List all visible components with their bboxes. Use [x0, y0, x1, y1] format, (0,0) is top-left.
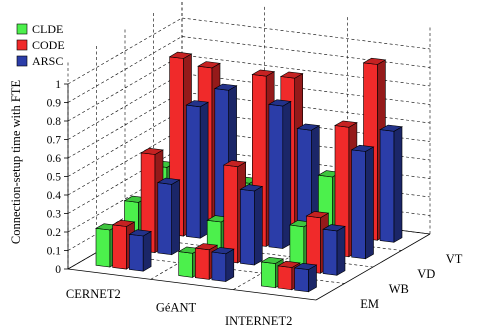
y-tick-label: 0.8 — [47, 116, 62, 128]
legend-swatch — [16, 55, 28, 67]
bar-side-face — [254, 185, 263, 266]
legend-label: CODE — [32, 38, 65, 52]
y-tick-label: 0.2 — [47, 227, 62, 239]
bar-top-face — [277, 260, 301, 268]
bar-top-face — [222, 160, 247, 168]
bar-top-face — [185, 100, 210, 108]
category-label: INTERNET2 — [225, 314, 292, 328]
y-tick-group: 0 0.1 0.2 0.3 0.4 0.5 0.6 0.7 0.8 0.9 1 — [47, 79, 68, 276]
bar-top-face — [168, 51, 193, 59]
bar-front-face — [129, 233, 144, 272]
bar-side-face — [365, 146, 374, 260]
category-label: GéANT — [156, 301, 197, 315]
bar-front-face — [240, 188, 255, 266]
depth-label: VD — [417, 267, 435, 281]
bar-top-face — [296, 123, 321, 131]
bar-top-face — [156, 177, 181, 185]
bar-side-face — [199, 101, 209, 239]
grid-floor-line — [67, 268, 317, 301]
bar-top-face — [239, 184, 264, 192]
bar-top-face — [260, 256, 285, 264]
bar-front-face — [211, 251, 227, 282]
bar-top-face — [210, 247, 235, 255]
bar-side-face — [393, 126, 403, 243]
grid-line-y — [67, 54, 431, 122]
bar-side-face — [282, 100, 292, 250]
bar-code — [140, 147, 164, 254]
bar-top-face — [140, 147, 164, 155]
bar-arsc — [350, 144, 375, 260]
bar-arsc — [128, 229, 153, 272]
bar-top-face — [111, 219, 136, 227]
depth-label: WB — [389, 282, 409, 296]
bar-front-face — [95, 227, 111, 268]
bar-front-face — [379, 129, 395, 243]
bar-arsc — [293, 262, 318, 293]
bar-top-face — [194, 243, 219, 251]
bar-top-face — [267, 99, 292, 107]
y-tick-label: 0.5 — [47, 172, 62, 184]
bar-arsc — [267, 99, 292, 250]
bar-top-face — [334, 120, 358, 128]
y-tick-label: 0.1 — [47, 246, 62, 258]
legend-label: CLDE — [32, 22, 63, 36]
bar-front-face — [195, 247, 210, 280]
y-tick-label: 0 — [55, 264, 61, 276]
depth-label: VT — [446, 252, 463, 266]
y-tick-label: 0.3 — [47, 209, 62, 221]
y-tick-label: 0.6 — [47, 153, 62, 165]
bar-front-face — [322, 228, 338, 276]
bar-top-face — [197, 61, 221, 69]
bar-arsc — [322, 224, 346, 276]
legend-label: ARSC — [32, 54, 63, 68]
bar-front-face — [261, 261, 276, 289]
bar-top-face — [305, 211, 330, 219]
bars-group — [95, 51, 403, 293]
bar-top-face — [279, 71, 304, 79]
bar-top-face — [322, 224, 346, 232]
bar-front-face — [351, 149, 366, 260]
bar-top-face — [379, 124, 403, 132]
bar-arsc — [210, 247, 235, 283]
bar-side-face — [225, 248, 235, 283]
y-tick-label: 1 — [55, 79, 61, 91]
y-tick-label: 0.7 — [47, 135, 62, 147]
grid-line-y — [67, 73, 431, 140]
bar-front-face — [277, 265, 293, 291]
y-tick-label: 0.9 — [47, 98, 62, 110]
bar-top-face — [213, 83, 238, 91]
bar-arsc — [239, 184, 264, 266]
legend-swatch — [16, 39, 28, 51]
depth-label-group: EM WB VD VT — [360, 252, 463, 311]
bar-top-face — [350, 144, 375, 152]
bar-side-face — [336, 225, 346, 276]
bar-side-face — [171, 179, 180, 256]
bar-arsc — [296, 123, 321, 233]
bar-arsc — [185, 100, 210, 239]
bar-top-face — [362, 57, 387, 65]
bar-top-face — [293, 262, 318, 270]
bar-arsc — [379, 124, 403, 243]
grid-line-y — [67, 17, 431, 85]
bar-top-face — [128, 229, 153, 237]
bar-top-face — [251, 69, 276, 77]
category-label-group: CERNET2 GéANT INTERNET2 — [66, 287, 292, 328]
bar-front-face — [178, 251, 193, 278]
y-tick-label: 0.4 — [47, 190, 62, 202]
legend-swatch — [16, 23, 28, 35]
legend-group: CLDE CODE ARSC — [16, 22, 65, 68]
bar-front-face — [112, 224, 127, 270]
bar-front-face — [294, 267, 309, 293]
bar-front-face — [268, 103, 284, 249]
bar-side-face — [142, 230, 152, 272]
y-axis-title: Connection-setup time with FTE — [9, 80, 23, 245]
category-label: CERNET2 — [66, 287, 121, 301]
depth-label: EM — [360, 297, 379, 311]
bar-front-face — [186, 104, 201, 239]
grid-floor-line — [315, 233, 431, 301]
bar-front-face — [157, 182, 172, 256]
bar-arsc — [156, 177, 181, 256]
